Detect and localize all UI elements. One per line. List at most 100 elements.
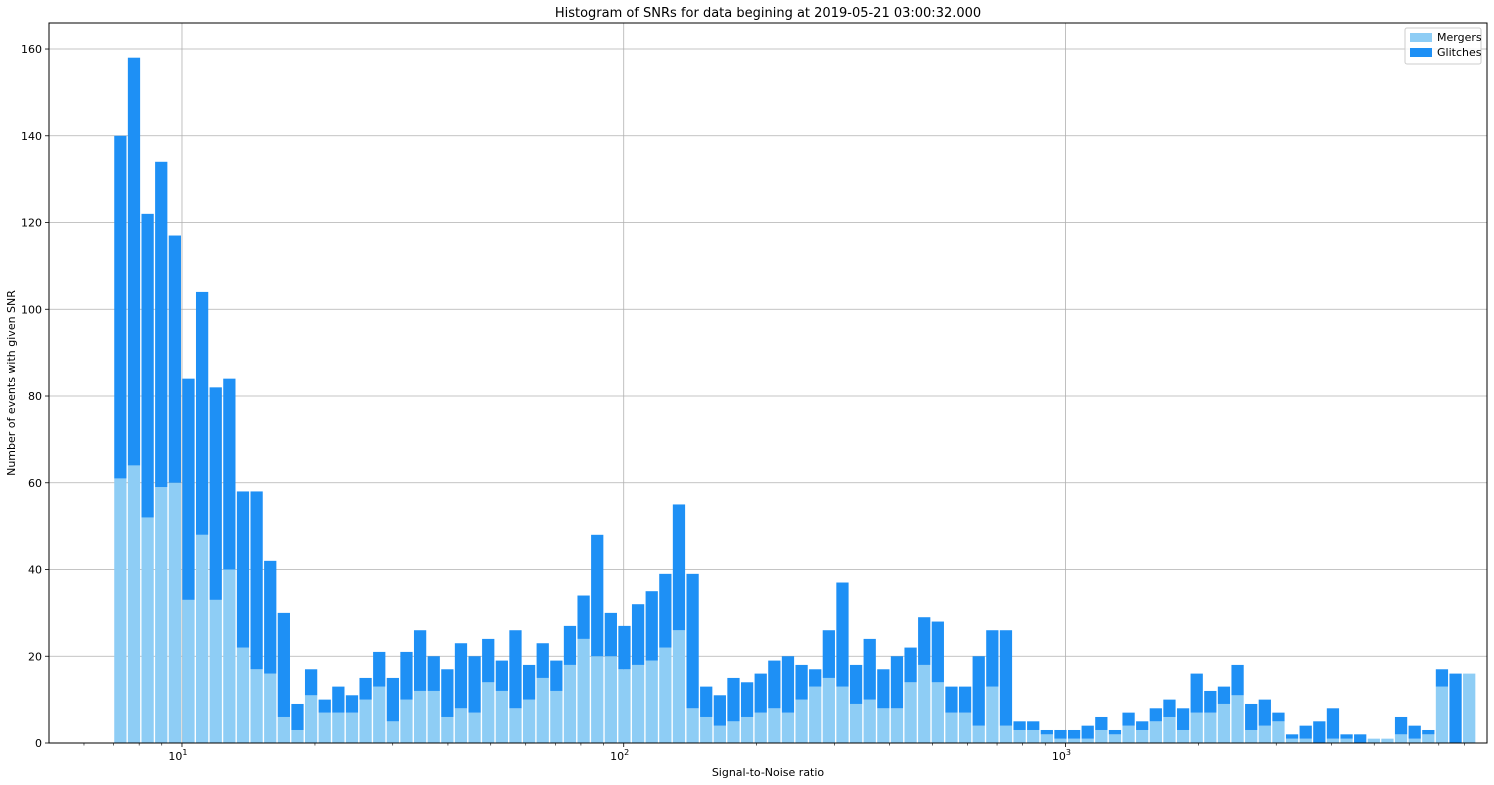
bar-mergers: [536, 677, 549, 743]
bar-glitches: [931, 621, 944, 683]
bar-glitches: [700, 686, 713, 717]
bar-mergers: [604, 656, 617, 743]
bar-glitches: [291, 703, 304, 730]
bar-mergers: [332, 712, 345, 743]
bar-glitches: [727, 677, 740, 722]
bar-mergers: [1408, 738, 1421, 743]
bar-mergers: [1245, 729, 1258, 743]
bar-glitches: [509, 630, 522, 709]
bar-glitches: [1217, 686, 1231, 704]
bar-mergers: [1108, 734, 1122, 743]
chart-title: Histogram of SNRs for data begining at 2…: [555, 6, 981, 21]
bar-mergers: [822, 677, 835, 743]
bar-mergers: [577, 638, 590, 743]
bar-glitches: [999, 630, 1013, 726]
bar-mergers: [563, 664, 577, 743]
x-tick-label: 103: [1052, 748, 1071, 763]
bar-glitches: [849, 664, 863, 704]
bar-mergers: [1040, 734, 1053, 743]
bar-glitches: [945, 686, 958, 713]
bar-glitches: [1013, 721, 1026, 730]
bar-mergers: [809, 686, 822, 743]
bar-mergers: [849, 703, 863, 743]
x-axis-label: Signal-to-Noise ratio: [712, 766, 825, 779]
y-tick-label: 0: [35, 737, 42, 750]
bar-glitches: [958, 686, 972, 713]
bar-glitches: [495, 660, 508, 691]
bar-mergers: [931, 682, 944, 743]
bar-mergers: [904, 682, 917, 743]
bar-glitches: [1354, 734, 1367, 743]
bar-glitches: [1299, 725, 1312, 739]
bar-mergers: [1217, 703, 1231, 743]
bar-glitches: [740, 682, 754, 717]
legend-label-glitches: Glitches: [1437, 46, 1482, 59]
bar-glitches: [713, 695, 726, 726]
bar-glitches: [454, 643, 468, 709]
bar-glitches: [182, 378, 195, 600]
bar-glitches: [141, 213, 154, 518]
x-tick-label: 101: [168, 748, 187, 763]
y-tick-label: 60: [28, 477, 42, 490]
bar-mergers: [1163, 716, 1176, 743]
bar-mergers: [1381, 738, 1394, 743]
bar-mergers: [114, 478, 127, 743]
bar-mergers: [1272, 721, 1285, 743]
bar-glitches: [168, 235, 181, 483]
bar-mergers: [1285, 738, 1299, 743]
bar-mergers: [1463, 673, 1476, 743]
bar-mergers: [168, 482, 181, 743]
bar-glitches: [890, 656, 904, 709]
bar-mergers: [727, 721, 740, 743]
y-axis-label: Number of events with given SNR: [5, 290, 18, 476]
axis-ticks: 0 20 40 60 80 100 120 140 160 101 102 103: [21, 43, 1465, 763]
plot-frame: [48, 22, 1488, 744]
bar-glitches: [359, 677, 372, 700]
bar-mergers: [877, 708, 890, 743]
bar-mergers: [236, 647, 250, 743]
bar-mergers: [209, 599, 222, 743]
bar-mergers: [1095, 729, 1108, 743]
bar-glitches: [972, 656, 985, 726]
bar-mergers: [890, 708, 904, 743]
bar-glitches: [1204, 690, 1217, 713]
bar-mergers: [359, 699, 372, 743]
bar-glitches: [986, 630, 999, 687]
bar-mergers: [1340, 738, 1353, 743]
bar-mergers: [427, 690, 440, 743]
bar-glitches: [1176, 708, 1190, 730]
bar-glitches: [264, 560, 277, 674]
bar-mergers: [195, 534, 209, 743]
bar-glitches: [1408, 725, 1421, 739]
bar-mergers: [482, 682, 495, 743]
bar-glitches: [250, 491, 263, 670]
bar-glitches: [781, 656, 795, 713]
bar-mergers: [1435, 686, 1449, 743]
bar-mergers: [591, 656, 604, 743]
bar-mergers: [768, 708, 781, 743]
bar-glitches: [754, 673, 767, 713]
bar-mergers: [1190, 712, 1203, 743]
bar-mergers: [522, 699, 536, 743]
bar-mergers: [1013, 729, 1026, 743]
bar-mergers: [291, 729, 304, 743]
bar-mergers: [155, 487, 168, 743]
bar-glitches: [1095, 716, 1108, 730]
bar-glitches: [318, 699, 331, 713]
bar-mergers: [454, 708, 468, 743]
bar-mergers: [1299, 738, 1312, 743]
y-tick-label: 120: [21, 217, 42, 230]
bar-glitches: [1122, 712, 1135, 726]
bar-mergers: [1367, 738, 1380, 743]
bar-mergers: [550, 690, 563, 743]
bar-glitches: [686, 573, 699, 709]
bar-glitches: [1313, 721, 1326, 743]
bar-mergers: [1054, 738, 1067, 743]
bar-glitches: [482, 638, 495, 683]
bar-mergers: [836, 686, 849, 743]
bar-glitches: [604, 612, 617, 657]
bar-glitches: [1136, 721, 1149, 730]
bar-mergers: [318, 712, 331, 743]
bar-mergers: [1136, 729, 1149, 743]
bar-mergers: [754, 712, 767, 743]
